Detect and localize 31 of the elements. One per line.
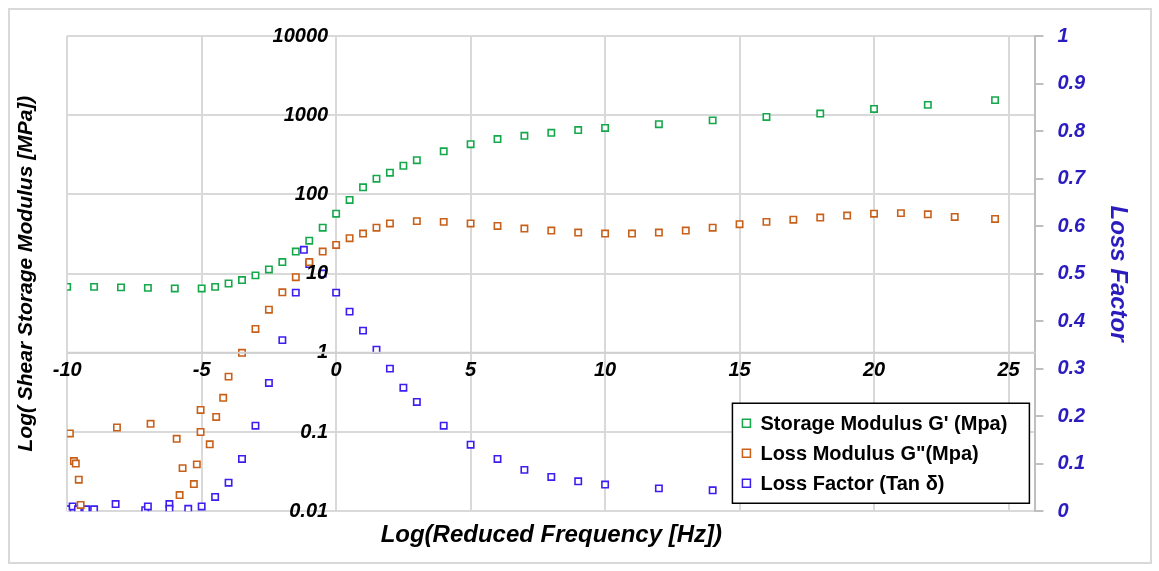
y-tick-label: 0.1: [300, 419, 329, 442]
y2-tick-label: 0.3: [1057, 356, 1086, 379]
x-tick-label: 5: [465, 358, 478, 381]
y2-tick-label: 0.4: [1057, 308, 1086, 331]
x-tick-label: 20: [861, 358, 886, 381]
y-tick-label: 0.01: [289, 498, 329, 521]
y-axis-title: Log( Shear Storage Modulus [MPa]): [13, 95, 37, 452]
y2-tick-label: 0: [1057, 498, 1069, 521]
x-tick-label: 25: [996, 358, 1021, 381]
y2-tick-label: 1: [1057, 23, 1069, 46]
y2-tick-label: 0.5: [1057, 261, 1087, 284]
y2-tick-label: 0.1: [1057, 451, 1086, 474]
y2-tick-label: 0.7: [1057, 166, 1087, 189]
y2-tick-label: 0.8: [1057, 118, 1087, 141]
x-tick-label: -5: [192, 358, 212, 381]
y2-tick-label: 0.2: [1057, 403, 1086, 426]
y-tick-label: 1000: [283, 102, 329, 125]
y2-tick-label: 0.9: [1057, 71, 1087, 94]
legend-label: Loss Factor (Tan δ): [760, 471, 945, 494]
y-tick-label: 10: [305, 261, 329, 284]
y-tick-label: 10000: [272, 23, 329, 46]
legend-label: Storage Modulus G' (Mpa): [760, 411, 1008, 434]
x-tick-label: 0: [330, 358, 342, 381]
x-axis-title: Log(Reduced Frequency [Hz]): [380, 520, 722, 548]
y2-axis-title: Loss Factor: [1105, 205, 1133, 344]
y2-tick-label: 0.6: [1057, 213, 1087, 236]
legend-label: Loss Modulus G"(Mpa): [760, 441, 979, 464]
y-tick-label: 100: [294, 181, 329, 204]
x-tick-label: 15: [728, 358, 752, 381]
x-tick-label: 10: [593, 358, 617, 381]
x-tick-label: -10: [52, 358, 82, 381]
